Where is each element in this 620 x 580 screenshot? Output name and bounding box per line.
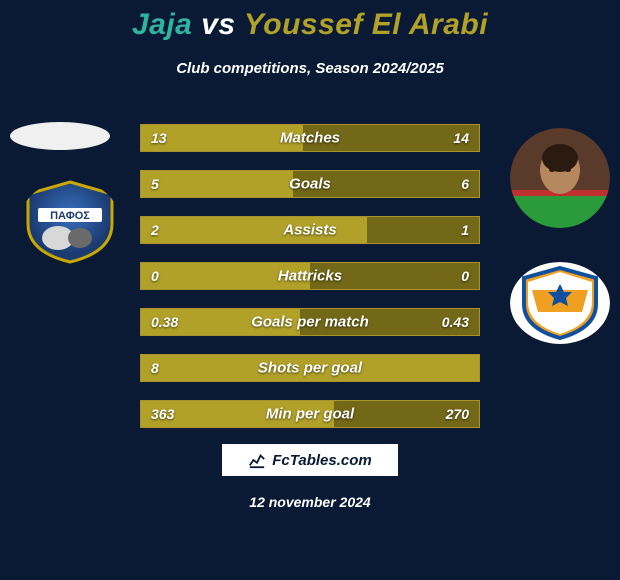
stat-label: Goals per match [141,314,479,331]
stat-bars: 1314Matches 56Goals 21Assists 00Hattricks 0.… [140,124,480,446]
footer-date: 12 november 2024 [0,494,620,510]
site-name: FcTables.com [272,452,371,469]
stat-label: Matches [141,130,479,147]
title-vs: vs [201,8,235,41]
stat-label: Hattricks [141,268,479,285]
title-player1: Jaja [132,8,192,41]
stat-row: 0.380.43Goals per match [140,308,480,336]
stat-row: 56Goals [140,170,480,198]
subtitle: Club competitions, Season 2024/2025 [0,60,620,77]
svg-text:ΠΑΦΟΣ: ΠΑΦΟΣ [50,210,90,222]
stat-row: 21Assists [140,216,480,244]
site-badge: FcTables.com [220,442,400,478]
page-title: Jaja vs Youssef El Arabi [0,8,620,42]
stat-row: 363270Min per goal [140,400,480,428]
stat-row: 1314Matches [140,124,480,152]
site-logo-icon [248,451,266,469]
comparison-card: Jaja vs Youssef El Arabi Club competitio… [0,0,620,580]
player2-avatar [510,128,610,228]
stat-row: 00Hattricks [140,262,480,290]
stat-label: Goals [141,176,479,193]
title-player2: Youssef El Arabi [244,8,488,41]
player1-club-logo: ΠΑΦΟΣ [20,180,120,264]
stat-row: 8Shots per goal [140,354,480,382]
player2-club-logo [510,262,610,344]
stat-label: Shots per goal [141,360,479,377]
stat-label: Assists [141,222,479,239]
stat-label: Min per goal [141,406,479,423]
player1-avatar [10,122,110,150]
